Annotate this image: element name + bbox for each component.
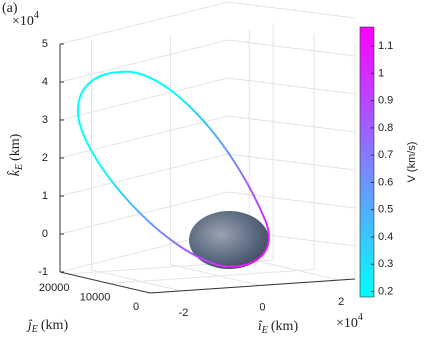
y-symbol: ĵ [26, 318, 33, 333]
grid-line [91, 40, 182, 292]
grid-line [59, 115, 356, 159]
grid-line [59, 39, 356, 83]
colorbar-tick-label: 1 [378, 67, 384, 79]
colorbar [359, 26, 375, 298]
x-subscript: E [261, 325, 268, 336]
y-subscript: E [31, 324, 38, 335]
colorbar-tick-label: 0.5 [378, 204, 393, 216]
x-multiplier: ×104 [336, 312, 363, 331]
earth [189, 211, 269, 269]
x-tick-label: 2 [338, 296, 344, 308]
axis-lines [59, 271, 356, 294]
y-axis-label: ĵE (km) [26, 318, 69, 335]
z-symbol: k̂ [6, 169, 23, 176]
x-tick-label: -2 [179, 307, 189, 319]
colorbar-tick-label: 0.9 [378, 95, 393, 107]
colorbar-tick-label: 0.8 [378, 122, 393, 134]
grid-line [59, 1, 356, 45]
colorbar-tick-label: 0.7 [378, 149, 393, 161]
x-tick-label: 0 [259, 301, 265, 313]
x-unit: (km) [271, 319, 299, 334]
y-tick-label: 10000 [80, 291, 111, 303]
z-unit: (km) [8, 133, 23, 161]
grid-line [59, 153, 356, 197]
z-multiplier-power: 4 [34, 10, 39, 21]
plot-area [59, 26, 375, 298]
z-tick-label: 3 [42, 114, 48, 126]
z-axis-label: k̂E (km) [6, 133, 25, 176]
z-multiplier: ×104 [12, 10, 39, 29]
colorbar-label: V (km/s) [406, 142, 418, 183]
grid-line [109, 33, 315, 284]
z-tick-label: 5 [42, 38, 48, 50]
y-unit: (km) [41, 318, 69, 333]
x-multiplier-base: ×10 [336, 316, 358, 331]
colorbar-tick-label: 0.4 [378, 231, 393, 243]
colorbar-tick-label: 0.2 [378, 285, 393, 297]
z-tick-label: -1 [38, 266, 48, 278]
orbit [76, 70, 270, 268]
colorbar-tick-label: 0.6 [378, 176, 393, 188]
x-axis-label: îE (km) [258, 319, 299, 336]
x-multiplier-power: 4 [358, 312, 363, 323]
colorbar-tick-label: 0.3 [378, 258, 393, 270]
x-symbol: î [258, 319, 263, 334]
z-tick-label: 0 [42, 228, 48, 240]
y-tick-label: 20000 [39, 282, 70, 294]
panel-label: (a) [2, 1, 18, 16]
grid-line [59, 191, 356, 235]
colorbar-tick-label: 1.1 [378, 40, 393, 52]
z-subscript: E [14, 164, 25, 171]
grid-line [68, 23, 274, 275]
z-multiplier-base: ×10 [12, 14, 34, 29]
grid-line [169, 35, 261, 286]
z-tick-label: 1 [42, 190, 48, 202]
grid-line [59, 77, 356, 121]
z-tick-label: 4 [42, 76, 48, 88]
z-tick-label: 2 [42, 152, 48, 164]
y-tick-label: 0 [133, 301, 139, 313]
